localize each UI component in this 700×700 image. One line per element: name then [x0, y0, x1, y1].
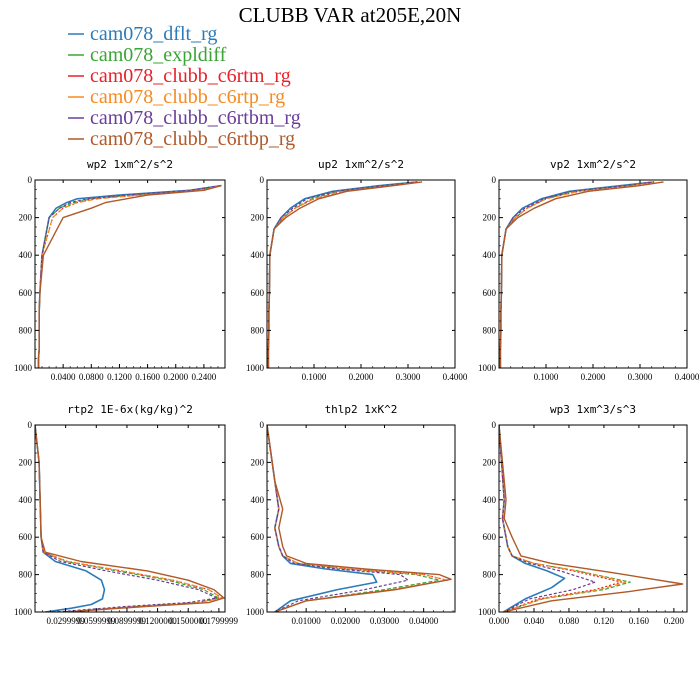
y-tick-label: 200	[19, 213, 33, 223]
panel-5: thlp2 1xK^2 0.01000 0.02000 0.03000 0.04000 0…	[246, 403, 456, 626]
y-tick-label: 600	[483, 288, 497, 298]
x-tick-label: 0.02000	[331, 616, 361, 626]
legend-label: cam078_clubb_c6rtp_rg	[90, 86, 285, 108]
y-tick-label: 800	[483, 325, 497, 335]
y-tick-label: 200	[483, 213, 497, 223]
y-tick-label: 400	[251, 250, 265, 260]
panels: wp2 1xm^2/s^20.0400 0.0800 0.1200 0.1600 0.2…	[14, 158, 700, 626]
y-tick-label: 800	[483, 570, 497, 580]
legend-label: cam078_dflt_rg	[90, 23, 217, 45]
series-line-cam078-clubb-c6rtbp-rg	[35, 425, 225, 612]
figure-title: CLUBB VAR at205E,20N	[239, 3, 462, 27]
x-tick-label: 0.2000	[163, 372, 188, 382]
y-tick-label: 600	[251, 288, 265, 298]
legend-label: cam078_clubb_c6rtbp_rg	[90, 128, 295, 150]
x-tick-label: 0.0400	[51, 372, 76, 382]
legend-label: cam078_clubb_c6rtbm_rg	[90, 107, 301, 129]
x-tick-label: 0.2000	[581, 372, 606, 382]
x-tick-label: 0.04000	[409, 616, 439, 626]
y-tick-label: 800	[251, 325, 265, 335]
x-tick-label: 0.1500000	[169, 616, 208, 626]
y-tick-label: 1000	[246, 363, 265, 373]
y-tick-label: 600	[251, 532, 265, 542]
y-tick-label: 200	[251, 213, 265, 223]
panel-2: up2 1xm^2/s^2 0.1000 0.2000 0.3000 0.4000 0 20…	[246, 158, 468, 382]
x-tick-label: 0.4000	[443, 372, 468, 382]
series-line-cam078-clubb-c6rtbp-rg	[37, 184, 222, 368]
y-tick-label: 400	[483, 495, 497, 505]
y-tick-label: 400	[483, 250, 497, 260]
y-tick-label: 800	[251, 570, 265, 580]
series-group	[35, 425, 225, 612]
x-tick-label: 0.01000	[292, 616, 322, 626]
panel-title: thlp2 1xK^2	[325, 403, 398, 416]
y-tick-label: 600	[19, 532, 33, 542]
panel-4: rtp2 1E-6x(kg/kg)^2 0.02999990.05999990.0…	[14, 403, 238, 626]
x-tick-label: 0.3000	[396, 372, 421, 382]
panel-title: wp2 1xm^2/s^2	[87, 158, 173, 171]
y-tick-label: 0	[492, 420, 497, 430]
y-tick-label: 0	[28, 175, 33, 185]
panel-title: rtp2 1E-6x(kg/kg)^2	[67, 403, 193, 416]
x-tick-label: 0.0899999	[108, 616, 147, 626]
legend-label: cam078_clubb_c6rtm_rg	[90, 65, 291, 87]
x-tick-label: 0.1200	[107, 372, 132, 382]
panel-title: up2 1xm^2/s^2	[318, 158, 404, 171]
series-group	[267, 425, 452, 612]
series-line-cam078-clubb-c6rtp-rg	[37, 185, 222, 368]
y-tick-label: 600	[483, 532, 497, 542]
y-tick-label: 800	[19, 325, 33, 335]
y-tick-label: 400	[19, 495, 33, 505]
y-tick-label: 0	[28, 420, 33, 430]
x-tick-label: 0.1600	[135, 372, 160, 382]
x-tick-label: 0.03000	[370, 616, 400, 626]
x-tick-label: 0.0800	[79, 372, 104, 382]
x-tick-label: 0.2400	[192, 372, 217, 382]
x-tick-label: 0.200	[664, 616, 685, 626]
y-tick-label: 600	[19, 288, 33, 298]
x-tick-label: 0.4000	[675, 372, 700, 382]
legend: cam078_dflt_rgcam078_expldiffcam078_club…	[68, 23, 301, 150]
x-tick-label: 0.0599999	[77, 616, 116, 626]
x-tick-label: 0.000	[489, 616, 510, 626]
panel-title: wp3 1xm^3/s^3	[550, 403, 636, 416]
x-tick-label: 0.1200000	[138, 616, 177, 626]
y-tick-label: 400	[251, 495, 265, 505]
x-tick-label: 0.1799999	[200, 616, 239, 626]
x-tick-label: 0.2000	[349, 372, 374, 382]
y-tick-label: 0	[260, 420, 265, 430]
legend-label: cam078_expldiff	[90, 44, 227, 66]
series-group	[37, 184, 222, 368]
y-tick-label: 1000	[14, 363, 33, 373]
series-line-cam078-clubb-c6rtbm-rg	[499, 425, 596, 612]
series-line-cam078-clubb-c6rtbp-rg	[267, 425, 452, 612]
y-tick-label: 800	[19, 570, 33, 580]
y-tick-label: 1000	[246, 607, 265, 617]
series-group	[499, 425, 684, 612]
x-tick-label: 0.3000	[628, 372, 653, 382]
x-tick-label: 0.1000	[302, 372, 327, 382]
y-tick-label: 1000	[478, 363, 497, 373]
y-tick-label: 400	[19, 250, 33, 260]
x-tick-label: 0.080	[559, 616, 580, 626]
x-tick-label: 0.1000	[534, 372, 559, 382]
panel-1: wp2 1xm^2/s^20.0400 0.0800 0.1200 0.1600 0.2…	[14, 158, 226, 382]
panel-6: wp3 1xm^3/s^3 0.000 0.040 0.080 0.120 0.160 0.…	[478, 403, 688, 626]
x-tick-label: 0.160	[629, 616, 650, 626]
x-tick-label: 0.120	[594, 616, 615, 626]
y-tick-label: 1000	[14, 607, 33, 617]
y-tick-label: 200	[251, 457, 265, 467]
panel-3: vp2 1xm^2/s^2 0.1000 0.2000 0.3000 0.4000 0 20…	[478, 158, 700, 382]
y-tick-label: 200	[483, 457, 497, 467]
y-tick-label: 0	[492, 175, 497, 185]
x-tick-label: 0.0299999	[47, 616, 86, 626]
y-tick-label: 200	[19, 457, 33, 467]
series-line-cam078-clubb-c6rtbp-rg	[499, 425, 684, 612]
y-tick-label: 0	[260, 175, 265, 185]
x-tick-label: 0.040	[524, 616, 545, 626]
panel-title: vp2 1xm^2/s^2	[550, 158, 636, 171]
y-tick-label: 1000	[478, 607, 497, 617]
